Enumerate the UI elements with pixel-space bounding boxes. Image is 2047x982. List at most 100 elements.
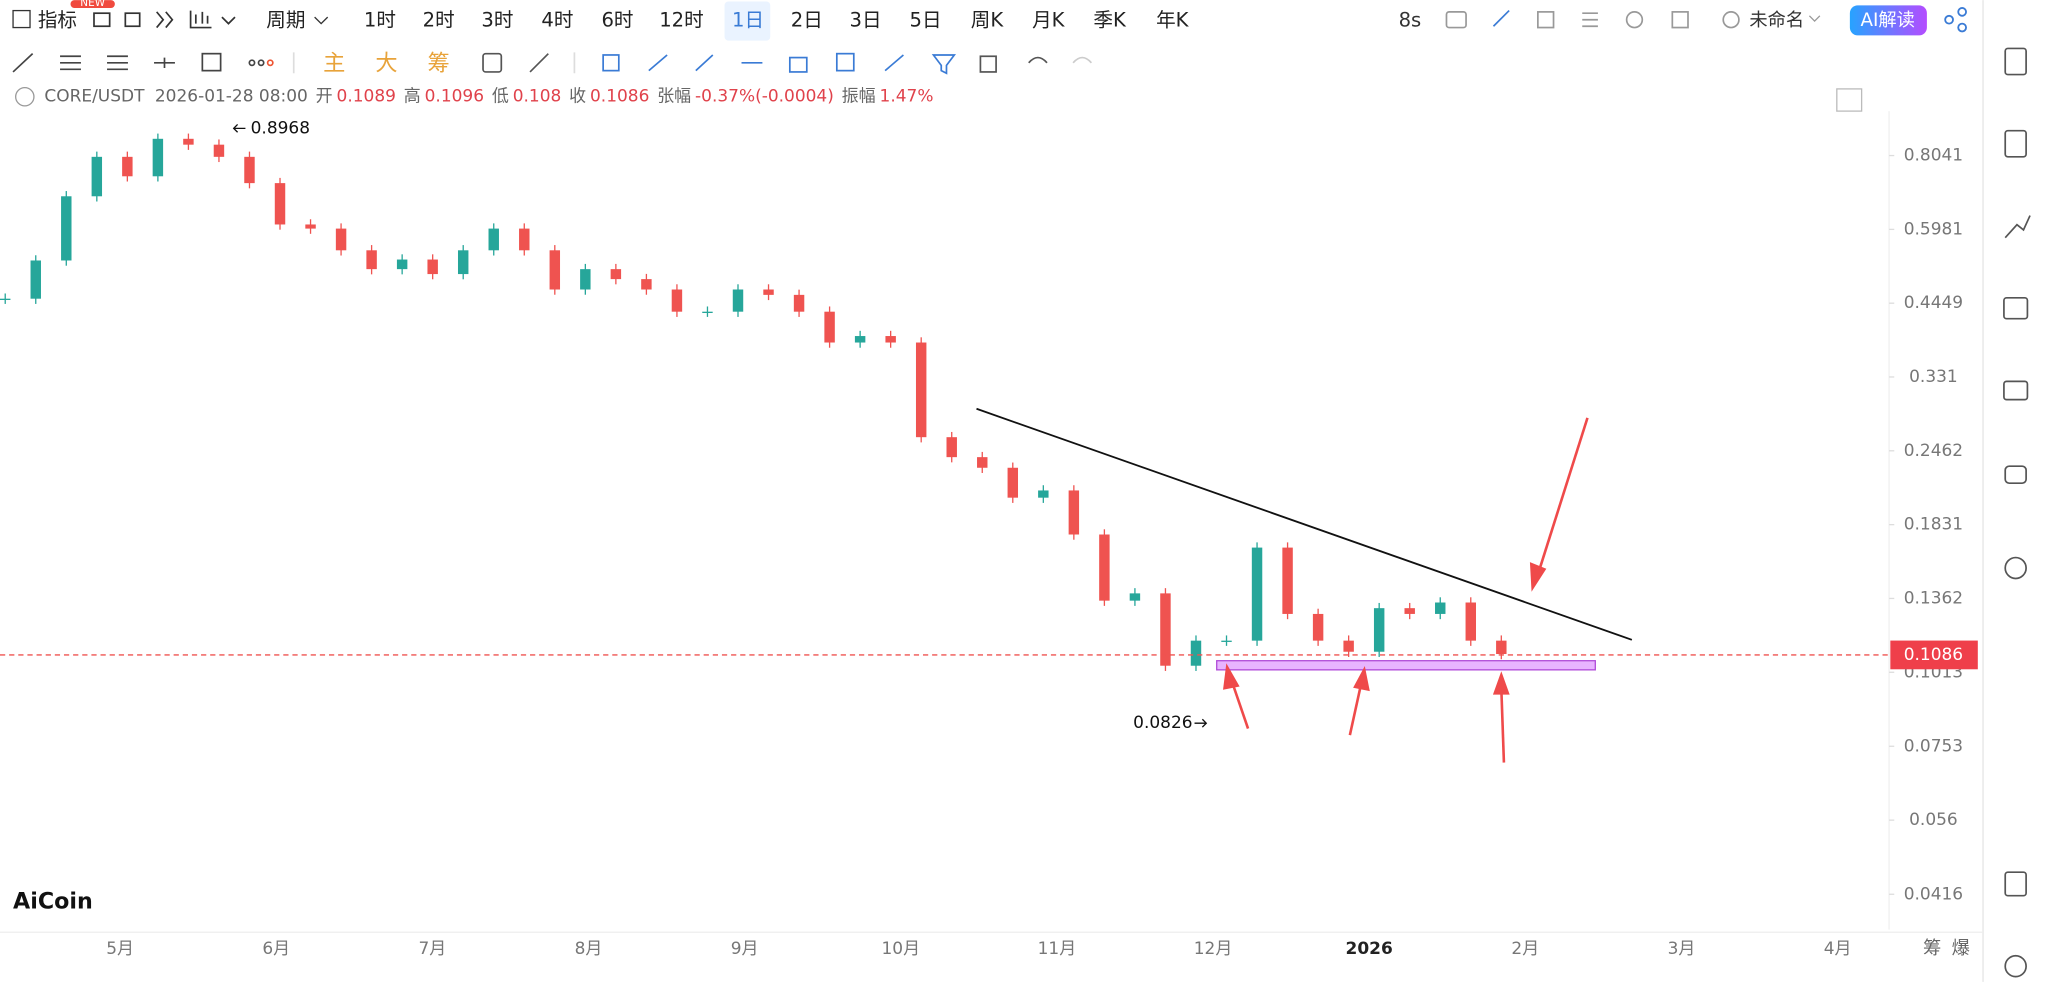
field-label: 张幅 — [657, 87, 691, 107]
interval-button[interactable]: 1日 — [732, 9, 764, 32]
last-price-bg — [1890, 640, 1978, 670]
indicator-toggle[interactable]: 大 — [375, 51, 397, 77]
candle — [1190, 640, 1202, 666]
interval-button[interactable]: 1时 — [364, 9, 396, 32]
candle — [702, 311, 713, 313]
low-arrow — [1194, 718, 1208, 728]
x-tick-label: 8月 — [575, 939, 603, 959]
candle — [1282, 547, 1293, 614]
x-tick-label: 5月 — [106, 939, 134, 959]
candle — [549, 250, 561, 290]
y-tick-label: 0.8041 — [1904, 146, 1963, 166]
x-tick-label: 3月 — [1668, 939, 1696, 959]
period-caret — [314, 16, 329, 25]
candle — [1435, 602, 1446, 614]
candle — [1099, 534, 1110, 601]
drawing-icons-2[interactable] — [482, 52, 1093, 75]
indicator-toggle[interactable]: 主 — [323, 51, 345, 77]
candle — [488, 228, 499, 251]
candle — [152, 138, 164, 177]
x-tick-label: 7月 — [418, 939, 446, 959]
candle — [366, 250, 377, 270]
candle — [335, 228, 347, 251]
layout-name[interactable]: 未命名 — [1749, 10, 1804, 31]
candle — [946, 437, 957, 458]
field-value: 0.108 — [513, 87, 562, 107]
interval-button[interactable]: 3日 — [850, 9, 882, 32]
interval-button[interactable]: 月K — [1032, 9, 1066, 32]
field-label: 振幅 — [842, 87, 876, 107]
y-tick-label: 0.0753 — [1904, 736, 1963, 756]
y-tick-label: 0.331 — [1909, 367, 1958, 387]
footer-button[interactable]: 爆 — [1952, 938, 1970, 959]
field-value: 1.47% — [880, 87, 934, 107]
toolbar-icons[interactable] — [93, 10, 236, 29]
x-tick-label: 6月 — [262, 939, 290, 959]
fullscreen-icon[interactable] — [1836, 88, 1863, 112]
toolbar-right-icons[interactable] — [1445, 9, 1740, 29]
interval-button[interactable]: 周K — [971, 9, 1005, 32]
interval-button[interactable]: 6时 — [601, 9, 633, 32]
candle — [732, 289, 744, 312]
candle — [61, 196, 72, 261]
interval-button[interactable]: 3时 — [481, 9, 513, 32]
footer-button[interactable]: 筹 — [1923, 938, 1941, 959]
high-arrow — [232, 123, 246, 133]
interval-button[interactable]: 2日 — [791, 9, 823, 32]
candle — [1251, 547, 1263, 641]
candle — [763, 289, 774, 295]
symbol: CORE/USDT — [44, 87, 145, 107]
indicator-toggle[interactable]: 筹 — [428, 51, 450, 77]
y-tick-label: 0.5981 — [1904, 219, 1963, 239]
collapse-icon[interactable] — [15, 86, 35, 107]
candle — [1038, 490, 1049, 498]
x-tick-label: 2026 — [1346, 939, 1393, 959]
interval-selected-bg — [724, 1, 771, 41]
interval-button[interactable]: 4时 — [541, 9, 573, 32]
candle — [305, 224, 316, 229]
arrows — [1223, 417, 1589, 763]
candle — [30, 260, 41, 299]
candle — [977, 457, 988, 468]
interval-button[interactable]: 12时 — [659, 9, 704, 32]
candle — [824, 311, 835, 343]
candle — [671, 289, 683, 312]
interval-button[interactable]: 年K — [1156, 9, 1190, 32]
field-label: 低 — [492, 87, 509, 107]
candle — [1068, 490, 1080, 535]
y-tick-label: 0.1831 — [1904, 515, 1963, 535]
candle — [457, 250, 469, 275]
share-icon[interactable] — [1944, 7, 1967, 33]
drawing-icons[interactable] — [12, 52, 295, 74]
interval-button[interactable]: 2时 — [423, 9, 455, 32]
sidebar-icons[interactable] — [2003, 47, 2031, 978]
candle — [1373, 608, 1385, 652]
y-tick-label: 0.056 — [1909, 810, 1958, 830]
datetime: 2026-01-28 08:00 — [155, 87, 308, 107]
indicator-button[interactable]: 指标 — [38, 9, 77, 32]
logo: AiCoin — [13, 889, 93, 915]
x-tick-label: 9月 — [731, 939, 759, 959]
field-value: 0.1096 — [425, 87, 484, 107]
candle — [580, 269, 591, 290]
period-button[interactable]: 周期 — [266, 9, 305, 32]
interval-button[interactable]: 5日 — [910, 9, 942, 32]
field-value: 0.1089 — [337, 87, 396, 107]
x-tick-label: 11月 — [1038, 939, 1077, 959]
indicator-icon — [12, 9, 31, 29]
x-tick-label: 4月 — [1824, 939, 1852, 959]
candle — [610, 269, 622, 280]
support-zone — [1216, 660, 1596, 671]
candle — [1160, 593, 1171, 666]
candle — [91, 156, 103, 197]
interval-button[interactable]: 季K — [1093, 9, 1127, 32]
field-label: 开 — [316, 87, 333, 107]
candle — [885, 336, 896, 343]
new-badge: NEW — [80, 0, 105, 9]
candle — [793, 294, 805, 312]
ai-button[interactable]: AI解读 — [1861, 10, 1915, 31]
ai-button-bg[interactable] — [1849, 5, 1927, 36]
candle — [1007, 467, 1019, 498]
candle — [1221, 640, 1232, 642]
